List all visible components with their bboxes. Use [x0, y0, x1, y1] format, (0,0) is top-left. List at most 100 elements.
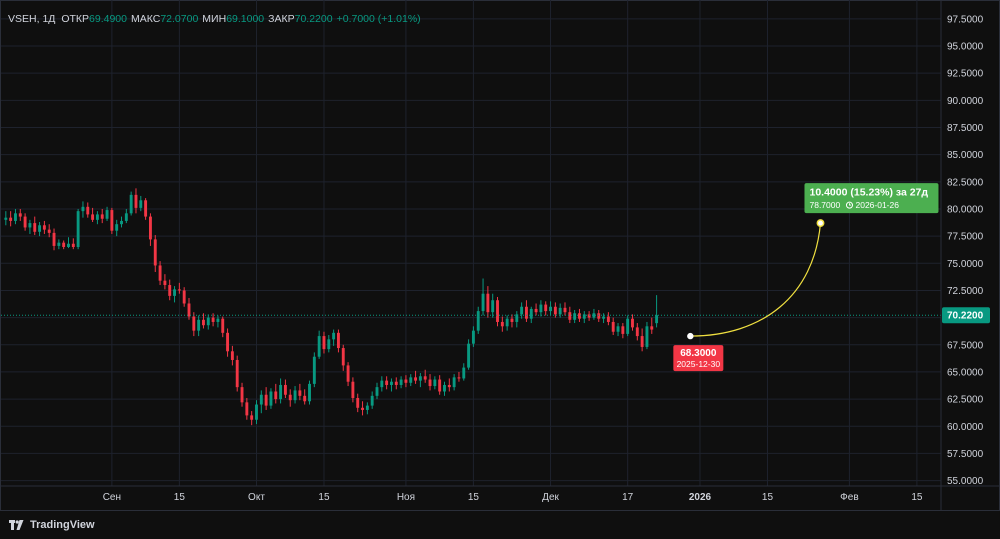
candle [534, 303, 538, 316]
candle [206, 314, 210, 330]
clock-icon-hands [849, 203, 852, 206]
candle [597, 310, 601, 322]
candle-body [534, 308, 538, 313]
candle-body [423, 376, 427, 380]
forecast-tool[interactable]: 68.3000 2025-12-30 10.4000 (15.23%) за 2… [673, 183, 939, 372]
candle [351, 377, 355, 403]
price-tick-label: 67.5000 [947, 340, 984, 351]
candle-body [606, 316, 610, 322]
candle [240, 382, 244, 407]
forecast-curve [690, 223, 822, 337]
candle-body [18, 213, 22, 217]
brand-name: TradingView [30, 519, 95, 531]
tradingview-brand[interactable]: TradingView [9, 519, 95, 531]
price-axis[interactable]: 97.5000 95.0000 92.5000 90.0000 87.5000 85.00… [940, 0, 984, 510]
candle [621, 323, 625, 339]
time-axis[interactable]: Сен 15 Окт 15 Ноя 15 Дек 17 2026 15 Фев 15 [0, 485, 1000, 503]
price-tick-label: 55.0000 [947, 476, 984, 487]
candle [524, 300, 528, 322]
candle-body [42, 225, 46, 230]
candle-body [409, 377, 413, 383]
candle-body [250, 415, 254, 420]
candle-body [356, 398, 360, 408]
candle-body [621, 326, 625, 334]
candle-body [134, 194, 138, 208]
candle-body [173, 289, 176, 296]
candle-body [563, 307, 567, 313]
price-tick-label: 85.0000 [947, 150, 984, 161]
candle-body [91, 214, 95, 220]
candle-body [515, 314, 519, 322]
candle [361, 401, 364, 416]
candle [582, 311, 586, 324]
candle [385, 376, 389, 390]
price-tick-label: 87.5000 [947, 123, 984, 134]
candle [14, 208, 17, 225]
candle-body [616, 326, 620, 332]
forecast-target-label[interactable]: 10.4000 (15.23%) за 27д 78.7000 2026-01-… [804, 183, 939, 214]
candle-body [230, 351, 234, 360]
candle-body [602, 316, 606, 319]
candle-body [414, 377, 418, 381]
candle [269, 388, 273, 409]
candle-body [428, 379, 432, 387]
candle-body [211, 317, 215, 322]
candle-body [539, 304, 543, 313]
candle-body [418, 376, 422, 381]
candle-body [510, 318, 514, 322]
candle-body [23, 216, 27, 228]
forecast-start-label[interactable]: 68.3000 2025-12-30 [673, 345, 724, 372]
forecast-start-box [673, 345, 724, 372]
candle [298, 383, 302, 401]
candle [168, 279, 172, 301]
candle [148, 213, 152, 246]
candle-body [312, 356, 316, 384]
candle-body [650, 326, 654, 330]
candle [182, 287, 186, 307]
candle-body [549, 306, 552, 312]
candle-body [438, 379, 442, 392]
candle [192, 312, 196, 337]
candle [341, 344, 345, 371]
forecast-target-point[interactable] [816, 219, 825, 228]
time-tick-label: Ноя [397, 492, 415, 503]
candle-body [447, 384, 451, 388]
candle [18, 208, 22, 221]
candle-body [264, 394, 268, 406]
legend-symbol[interactable]: VSEH [8, 13, 37, 25]
candles [4, 188, 659, 426]
candle [187, 298, 191, 320]
candle-body [322, 336, 326, 350]
legend-timeframe[interactable]: 1Д [42, 13, 56, 25]
candle [481, 278, 485, 316]
tradingview-logo-icon [9, 520, 24, 530]
candle [380, 376, 384, 392]
candle [365, 402, 369, 415]
candle [447, 378, 451, 392]
candle [356, 393, 360, 413]
candle-body [182, 290, 186, 304]
candle [235, 355, 239, 392]
candle [81, 201, 85, 218]
candle-body [655, 315, 659, 324]
candle-body [144, 200, 148, 217]
candle-body [640, 336, 644, 347]
candle [346, 362, 350, 387]
candle [158, 261, 162, 286]
candle [336, 329, 340, 353]
candle-body [346, 365, 350, 382]
candle [443, 381, 446, 396]
candle [462, 363, 466, 381]
candle [100, 208, 104, 224]
symbol-legend[interactable]: VSEH, 1Д ОТКР69.4900 МАКС72.0700 МИН69.100… [8, 13, 425, 25]
candle [303, 389, 307, 405]
candle-body [177, 289, 181, 291]
candle-body [351, 381, 355, 399]
forecast-start-point[interactable] [687, 332, 694, 340]
candle-body [81, 206, 85, 212]
candle [515, 311, 519, 328]
candle-body [505, 318, 509, 327]
candle [505, 315, 509, 331]
